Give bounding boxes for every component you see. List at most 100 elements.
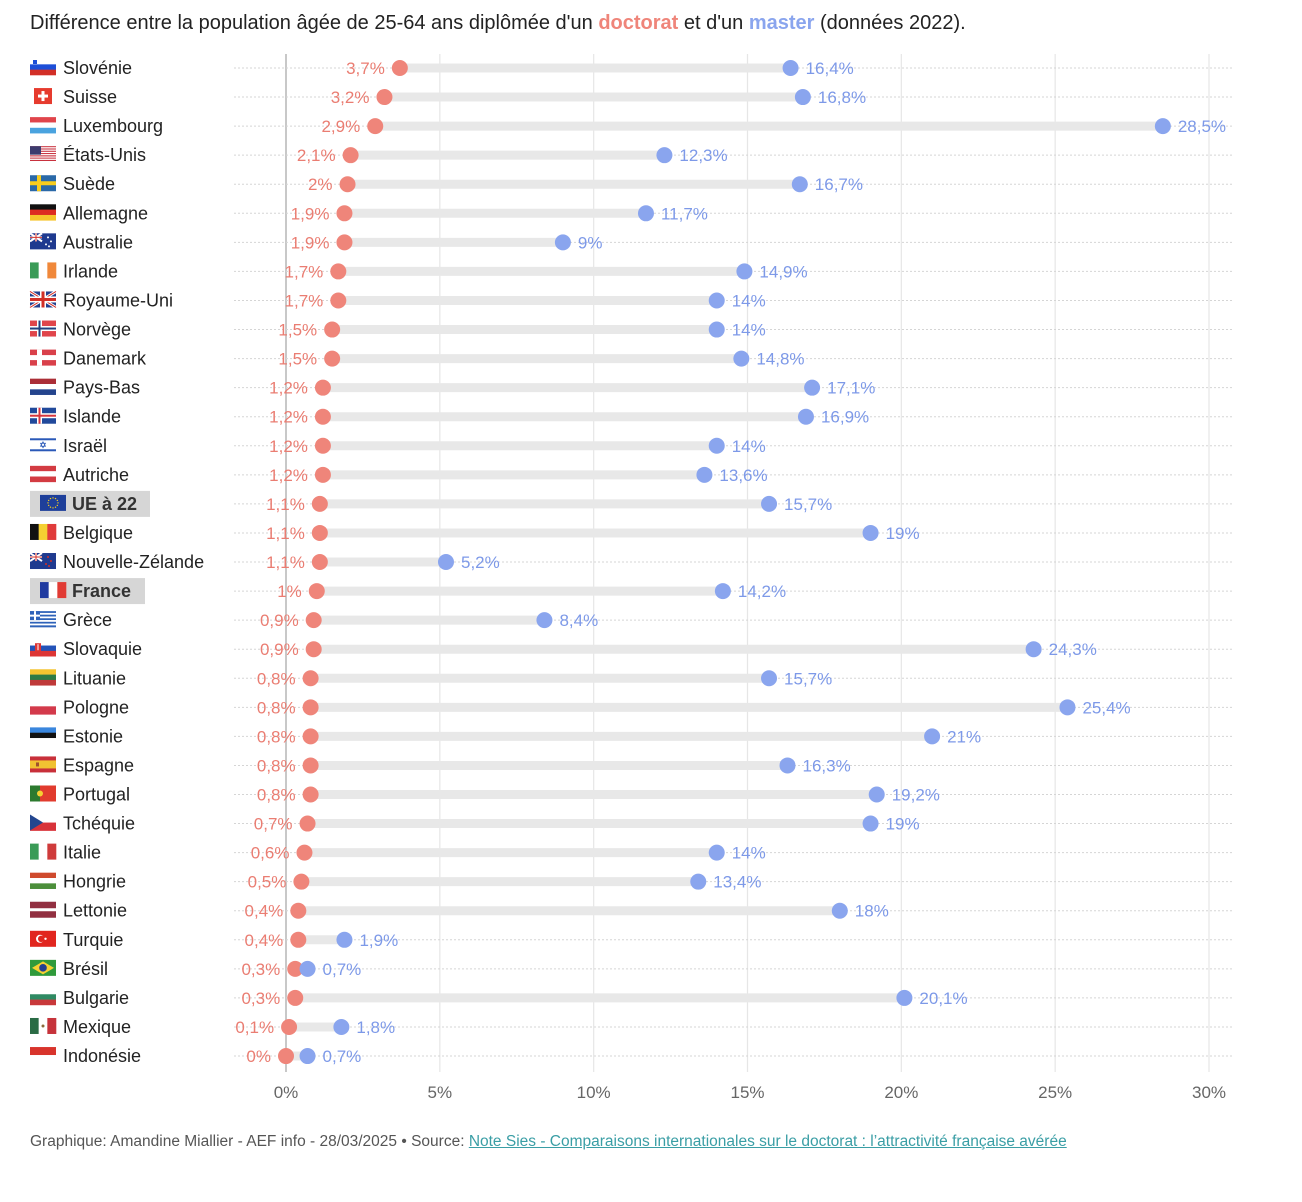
country-label: Slovaquie xyxy=(63,639,142,659)
master-value-label: 16,3% xyxy=(802,756,850,775)
country-label: Portugal xyxy=(63,785,130,805)
x-tick-label: 30% xyxy=(1192,1083,1226,1102)
doctorat-value-label: 0% xyxy=(246,1047,271,1066)
country-label: Turquie xyxy=(63,930,123,950)
chart-row: Irlande 1,7% 14,9% xyxy=(30,261,1234,281)
master-dot xyxy=(804,379,821,396)
doctorat-dot xyxy=(314,466,331,483)
doctorat-dot xyxy=(324,350,341,367)
luxembourg-flag-icon xyxy=(30,117,56,134)
master-value-label: 14% xyxy=(732,844,766,863)
chart-row: Espagne 0,8% 16,3% xyxy=(30,755,1234,775)
master-dot xyxy=(924,728,941,745)
chart-row: Danemark 1,5% 14,8% xyxy=(30,349,1234,369)
master-dot xyxy=(791,176,808,193)
netherlands-flag-icon xyxy=(30,378,56,395)
master-dot xyxy=(299,960,316,977)
master-value-label: 13,6% xyxy=(719,466,767,485)
country-label: Nouvelle-Zélande xyxy=(63,552,204,572)
chart-row: Portugal 0,8% 19,2% xyxy=(30,785,1234,805)
doctorat-value-label: 1,2% xyxy=(269,466,308,485)
country-label: Pologne xyxy=(63,697,129,717)
master-value-label: 12,3% xyxy=(679,146,727,165)
country-label: Allemagne xyxy=(63,203,148,223)
chart-row: Brésil 0,3% 0,7% xyxy=(30,959,1234,979)
chart-row: Turquie 0,4% 1,9% xyxy=(30,930,1234,950)
chart-row: États-Unis 2,1% 12,3% xyxy=(30,145,1234,165)
doctorat-dot xyxy=(330,263,347,280)
poland-flag-icon xyxy=(30,698,56,715)
title-middle: et d'un xyxy=(678,12,749,34)
chart-row: Pays-Bas 1,2% 17,1% xyxy=(30,378,1234,398)
country-label: Islande xyxy=(63,407,121,427)
source-link[interactable]: Note Sies - Comparaisons internationales… xyxy=(468,1133,1067,1150)
doctorat-value-label: 0,8% xyxy=(257,698,296,717)
country-label: Autriche xyxy=(63,465,129,485)
master-value-label: 15,7% xyxy=(784,495,832,514)
doctorat-value-label: 0,6% xyxy=(251,844,290,863)
doctorat-value-label: 2,1% xyxy=(297,146,336,165)
master-value-label: 21% xyxy=(947,727,981,746)
master-dot xyxy=(794,89,811,106)
bulgaria-flag-icon xyxy=(30,988,56,1006)
country-label: Slovénie xyxy=(63,58,132,78)
master-value-label: 11,7% xyxy=(661,204,708,223)
chart-row: Lettonie 0,4% 18% xyxy=(30,901,1234,921)
doctorat-dot xyxy=(330,292,347,309)
chart-row: Norvège 1,5% 14% xyxy=(30,320,1234,340)
chart-row: Hongrie 0,5% 13,4% xyxy=(30,872,1234,892)
master-dot xyxy=(333,1018,350,1035)
mexico-flag-icon xyxy=(30,1017,57,1034)
title-doctorat: doctorat xyxy=(598,12,679,34)
new-zealand-flag-icon xyxy=(29,552,56,570)
master-dot xyxy=(782,60,799,76)
doctorat-dot xyxy=(314,437,331,454)
doctorat-value-label: 1,7% xyxy=(285,291,324,310)
master-dot xyxy=(761,670,778,687)
switzerland-flag-icon xyxy=(34,88,52,105)
country-label: Grèce xyxy=(63,610,112,630)
country-label: Brésil xyxy=(63,959,108,979)
country-label: Suède xyxy=(63,174,115,194)
doctorat-value-label: 1,1% xyxy=(266,524,305,543)
usa-flag-icon xyxy=(30,146,56,163)
master-dot xyxy=(862,524,879,541)
master-value-label: 19% xyxy=(886,524,920,543)
germany-flag-icon xyxy=(30,204,56,221)
doctorat-dot xyxy=(302,699,319,716)
doctorat-dot xyxy=(305,612,322,629)
doctorat-value-label: 2% xyxy=(308,175,333,194)
doctorat-dot xyxy=(314,408,331,425)
master-value-label: 16,8% xyxy=(818,88,866,107)
title-prefix: Différence entre la population âgée de 2… xyxy=(30,12,599,34)
country-label: Tchéquie xyxy=(63,814,135,834)
doctorat-dot xyxy=(296,844,313,861)
x-tick-label: 10% xyxy=(577,1083,611,1102)
chart-row: Lituanie 0,8% 15,7% xyxy=(30,668,1234,688)
doctorat-dot xyxy=(278,1048,294,1065)
master-dot xyxy=(554,234,571,251)
brazil-flag-icon xyxy=(30,959,56,976)
country-label: Estonie xyxy=(63,726,123,746)
master-value-label: 13,4% xyxy=(713,873,761,892)
doctorat-value-label: 0,8% xyxy=(257,669,296,688)
chart-row: Italie 0,6% 14% xyxy=(30,843,1234,863)
master-value-label: 25,4% xyxy=(1082,698,1130,717)
master-value-label: 19% xyxy=(886,815,920,834)
doctorat-value-label: 1,1% xyxy=(266,495,305,514)
chart-row: Slovaquie 0,9% 24,3% xyxy=(30,639,1234,659)
doctorat-dot xyxy=(302,670,319,687)
doctorat-dot xyxy=(287,960,304,977)
master-value-label: 16,4% xyxy=(806,59,854,78)
master-dot xyxy=(708,292,725,309)
country-label: Espagne xyxy=(63,755,134,775)
chart-footer: Graphique: Amandine Miallier - AEF info … xyxy=(30,1131,1260,1153)
chart-row: Slovénie 3,7% 16,4% xyxy=(30,58,1234,78)
doctorat-value-label: 1,2% xyxy=(269,437,308,456)
italy-flag-icon xyxy=(30,843,57,860)
country-label: Lituanie xyxy=(63,668,126,688)
austria-flag-icon xyxy=(30,465,56,483)
doctorat-dot xyxy=(305,641,322,658)
master-value-label: 0,7% xyxy=(323,1047,362,1066)
doctorat-dot xyxy=(281,1018,298,1035)
